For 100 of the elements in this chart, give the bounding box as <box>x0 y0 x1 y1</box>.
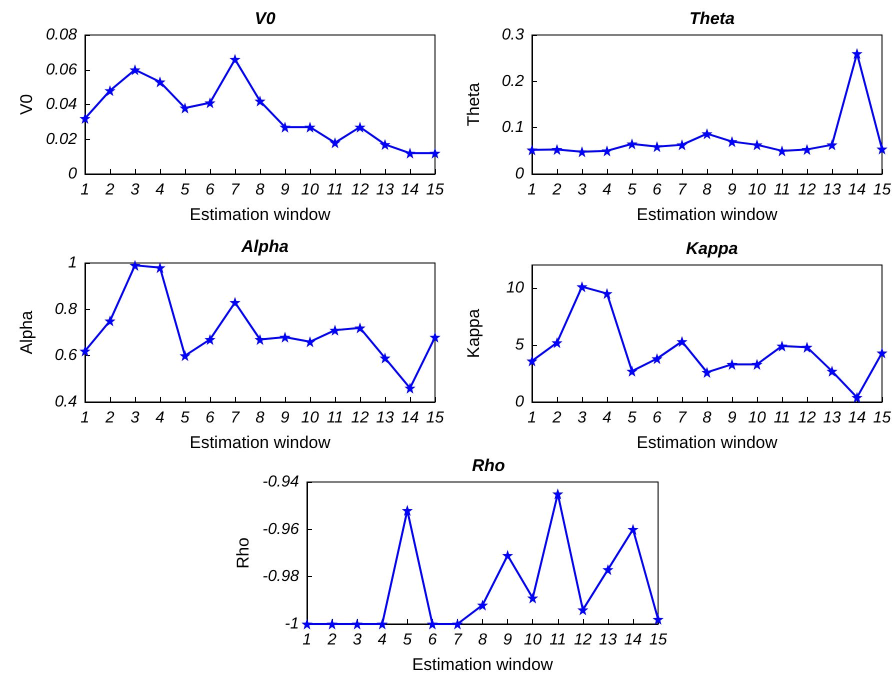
x-tick-label: 7 <box>678 410 688 426</box>
point <box>130 260 140 271</box>
y-tick-label: 0.02 <box>46 130 78 148</box>
point <box>502 550 514 561</box>
x-tick-label: 2 <box>552 410 562 426</box>
x-tick-label: 12 <box>351 182 369 198</box>
point <box>527 592 538 604</box>
point <box>726 358 738 370</box>
point <box>802 144 812 155</box>
point <box>526 144 538 156</box>
x-tick-label: 11 <box>774 182 790 198</box>
x-tick-label: 15 <box>873 410 891 426</box>
x-tick-label: 14 <box>401 410 419 426</box>
x-axis-title: Estimation window <box>190 433 332 452</box>
point <box>352 618 363 630</box>
x-tick-label: 4 <box>378 632 387 648</box>
x-tick-label: 15 <box>873 182 891 198</box>
x-tick-label: 3 <box>578 182 587 198</box>
point <box>452 618 463 630</box>
y-tick-label: 0.6 <box>54 347 78 364</box>
x-axis-title: Estimation window <box>636 205 778 224</box>
y-tick-label: -1 <box>284 616 299 632</box>
x-tick-label: 5 <box>180 182 190 198</box>
x-tick-label: 12 <box>351 410 369 426</box>
point <box>302 618 312 630</box>
point <box>726 136 738 148</box>
x-tick-label: 11 <box>774 410 790 426</box>
point <box>652 141 662 152</box>
point <box>552 488 564 500</box>
point <box>676 139 688 150</box>
x-tick-label: 1 <box>302 632 312 648</box>
x-tick-label: 1 <box>80 410 90 426</box>
x-tick-label: 3 <box>130 182 140 198</box>
point <box>552 144 562 155</box>
point <box>304 122 316 133</box>
x-tick-label: 6 <box>206 410 215 426</box>
y-tick-label: 0.2 <box>502 72 524 90</box>
x-tick-label: 10 <box>301 410 319 426</box>
y-axis-title: Alpha <box>17 310 36 354</box>
x-tick-label: 12 <box>798 182 816 198</box>
point <box>602 288 612 300</box>
point <box>254 334 266 345</box>
x-axis-title: Estimation window <box>190 205 332 224</box>
x-tick-label: 5 <box>180 410 190 426</box>
x-tick-label: 9 <box>280 182 290 198</box>
x-tick-label: 6 <box>652 410 662 426</box>
point <box>702 128 712 140</box>
x-tick-label: 12 <box>798 410 816 426</box>
x-tick-label: 8 <box>256 182 265 198</box>
y-tick-label: 0.08 <box>46 26 78 44</box>
chart-title: Kappa <box>686 239 738 258</box>
x-tick-label: 2 <box>326 632 337 648</box>
x-tick-label: 5 <box>402 632 412 648</box>
x-tick-label: 11 <box>549 632 566 648</box>
y-tick-label: 0.06 <box>46 61 78 78</box>
x-tick-label: 2 <box>552 182 562 198</box>
x-tick-label: 9 <box>280 410 290 426</box>
point <box>430 332 440 343</box>
x-tick-label: 11 <box>326 410 344 426</box>
y-tick-label: 0.8 <box>54 300 78 318</box>
point <box>652 353 662 364</box>
point <box>180 102 190 114</box>
point <box>776 340 788 352</box>
point <box>80 112 90 124</box>
point <box>330 137 340 148</box>
y-axis-title: V0 <box>16 94 36 115</box>
point <box>104 315 116 326</box>
point <box>552 337 562 348</box>
point <box>752 358 762 370</box>
point <box>204 334 216 345</box>
x-tick-label: 2 <box>104 410 115 426</box>
point <box>354 322 366 334</box>
chart-title: Theta <box>689 9 735 28</box>
y-tick-label: -0.94 <box>262 474 300 490</box>
x-tick-label: 9 <box>728 182 737 198</box>
point <box>230 54 240 65</box>
x-tick-label: 3 <box>130 410 140 426</box>
x-tick-label: 8 <box>702 182 712 198</box>
x-tick-label: 5 <box>628 410 637 426</box>
y-tick-label: 5 <box>515 336 524 354</box>
x-tick-label: 4 <box>156 182 165 198</box>
x-tick-label: 3 <box>578 410 587 426</box>
point <box>426 618 438 630</box>
x-tick-label: 9 <box>503 632 512 648</box>
point <box>626 366 638 377</box>
x-tick-label: 15 <box>649 632 668 648</box>
x-tick-label: 11 <box>326 182 344 198</box>
chart-title: Alpha <box>240 237 289 256</box>
x-tick-label: 9 <box>728 410 737 426</box>
x-tick-label: 13 <box>599 632 617 648</box>
x-tick-label: 5 <box>628 182 637 198</box>
point <box>402 504 413 516</box>
point <box>852 48 862 60</box>
point <box>577 604 588 616</box>
x-tick-label: 4 <box>602 410 612 426</box>
point <box>180 350 190 362</box>
chart-title: V0 <box>254 9 276 28</box>
point <box>676 336 688 347</box>
point <box>802 342 812 353</box>
y-tick-label: 0.3 <box>502 26 524 44</box>
